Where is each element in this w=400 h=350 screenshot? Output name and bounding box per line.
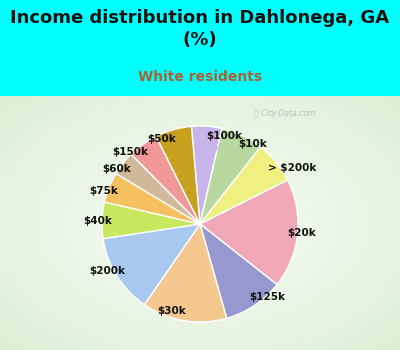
Wedge shape (192, 126, 222, 224)
Text: $40k: $40k (83, 216, 146, 226)
Wedge shape (156, 126, 200, 224)
Text: $50k: $50k (147, 134, 184, 173)
Text: White residents: White residents (138, 70, 262, 84)
Text: $60k: $60k (102, 164, 158, 191)
Text: ⓘ City-Data.com: ⓘ City-Data.com (254, 109, 315, 118)
Wedge shape (200, 128, 261, 224)
Wedge shape (104, 174, 200, 224)
Text: $10k: $10k (224, 139, 267, 176)
Text: > $200k: > $200k (242, 163, 317, 191)
Wedge shape (116, 154, 200, 224)
Wedge shape (102, 202, 200, 239)
Wedge shape (200, 224, 277, 318)
Text: $100k: $100k (205, 131, 242, 171)
Wedge shape (200, 147, 288, 224)
Wedge shape (131, 136, 200, 224)
Text: $200k: $200k (89, 252, 154, 276)
Text: $75k: $75k (89, 186, 150, 204)
Text: $20k: $20k (254, 228, 316, 238)
Text: Income distribution in Dahlonega, GA
(%): Income distribution in Dahlonega, GA (%) (10, 9, 390, 49)
Wedge shape (103, 224, 200, 304)
Text: $125k: $125k (230, 268, 285, 302)
Text: $30k: $30k (157, 277, 190, 316)
Wedge shape (144, 224, 227, 322)
Wedge shape (200, 180, 298, 285)
Text: $150k: $150k (113, 147, 168, 181)
